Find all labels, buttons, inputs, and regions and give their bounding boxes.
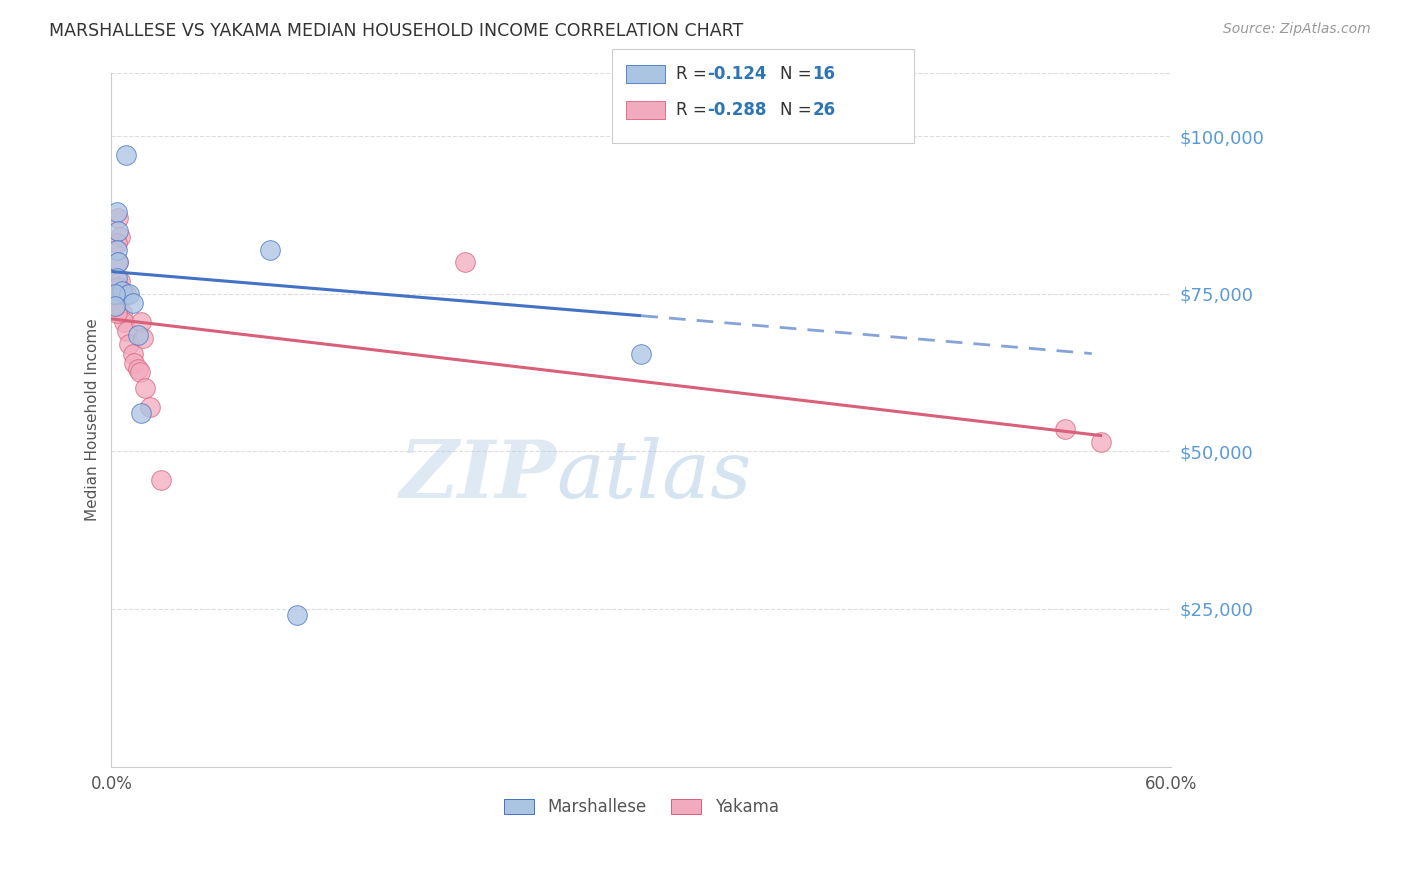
Text: ZIP: ZIP xyxy=(399,436,557,514)
Text: Source: ZipAtlas.com: Source: ZipAtlas.com xyxy=(1223,22,1371,37)
Point xyxy=(630,346,652,360)
Y-axis label: Median Household Income: Median Household Income xyxy=(86,318,100,521)
Point xyxy=(149,473,172,487)
Point xyxy=(128,366,150,380)
Text: 16: 16 xyxy=(813,65,835,83)
Point xyxy=(104,299,127,313)
Point xyxy=(127,327,149,342)
Legend: Marshallese, Yakama: Marshallese, Yakama xyxy=(495,789,787,824)
Text: R =: R = xyxy=(676,101,713,119)
Point xyxy=(118,337,141,351)
Point xyxy=(107,280,129,294)
Point xyxy=(121,346,143,360)
Point xyxy=(131,315,153,329)
Point xyxy=(454,255,477,269)
Point xyxy=(117,325,139,339)
Point xyxy=(259,243,281,257)
Point xyxy=(105,236,128,251)
Point xyxy=(118,286,141,301)
Point xyxy=(124,356,146,370)
Point xyxy=(111,284,134,298)
Point xyxy=(105,290,128,304)
Point xyxy=(121,296,143,310)
Text: atlas: atlas xyxy=(557,436,752,514)
Point xyxy=(1054,422,1077,436)
Point xyxy=(107,255,129,269)
Text: -0.288: -0.288 xyxy=(707,101,766,119)
Point xyxy=(127,362,149,376)
Point xyxy=(105,243,128,257)
Point xyxy=(114,148,136,162)
Text: R =: R = xyxy=(676,65,713,83)
Point xyxy=(105,271,128,285)
Point xyxy=(134,381,156,395)
Point xyxy=(105,305,128,319)
Point xyxy=(139,400,162,414)
Point xyxy=(110,274,132,288)
Point xyxy=(110,230,132,244)
Point xyxy=(132,331,155,345)
Point xyxy=(131,407,153,421)
Point xyxy=(285,608,308,623)
Text: N =: N = xyxy=(780,101,817,119)
Point xyxy=(1090,434,1112,449)
Point xyxy=(114,286,136,301)
Point xyxy=(107,255,129,269)
Text: MARSHALLESE VS YAKAMA MEDIAN HOUSEHOLD INCOME CORRELATION CHART: MARSHALLESE VS YAKAMA MEDIAN HOUSEHOLD I… xyxy=(49,22,744,40)
Text: N =: N = xyxy=(780,65,817,83)
Point xyxy=(107,224,129,238)
Point xyxy=(112,315,135,329)
Text: -0.124: -0.124 xyxy=(707,65,766,83)
Point xyxy=(104,286,127,301)
Point xyxy=(111,305,134,319)
Point xyxy=(105,204,128,219)
Point xyxy=(107,211,129,225)
Text: 26: 26 xyxy=(813,101,835,119)
Point xyxy=(105,299,128,313)
